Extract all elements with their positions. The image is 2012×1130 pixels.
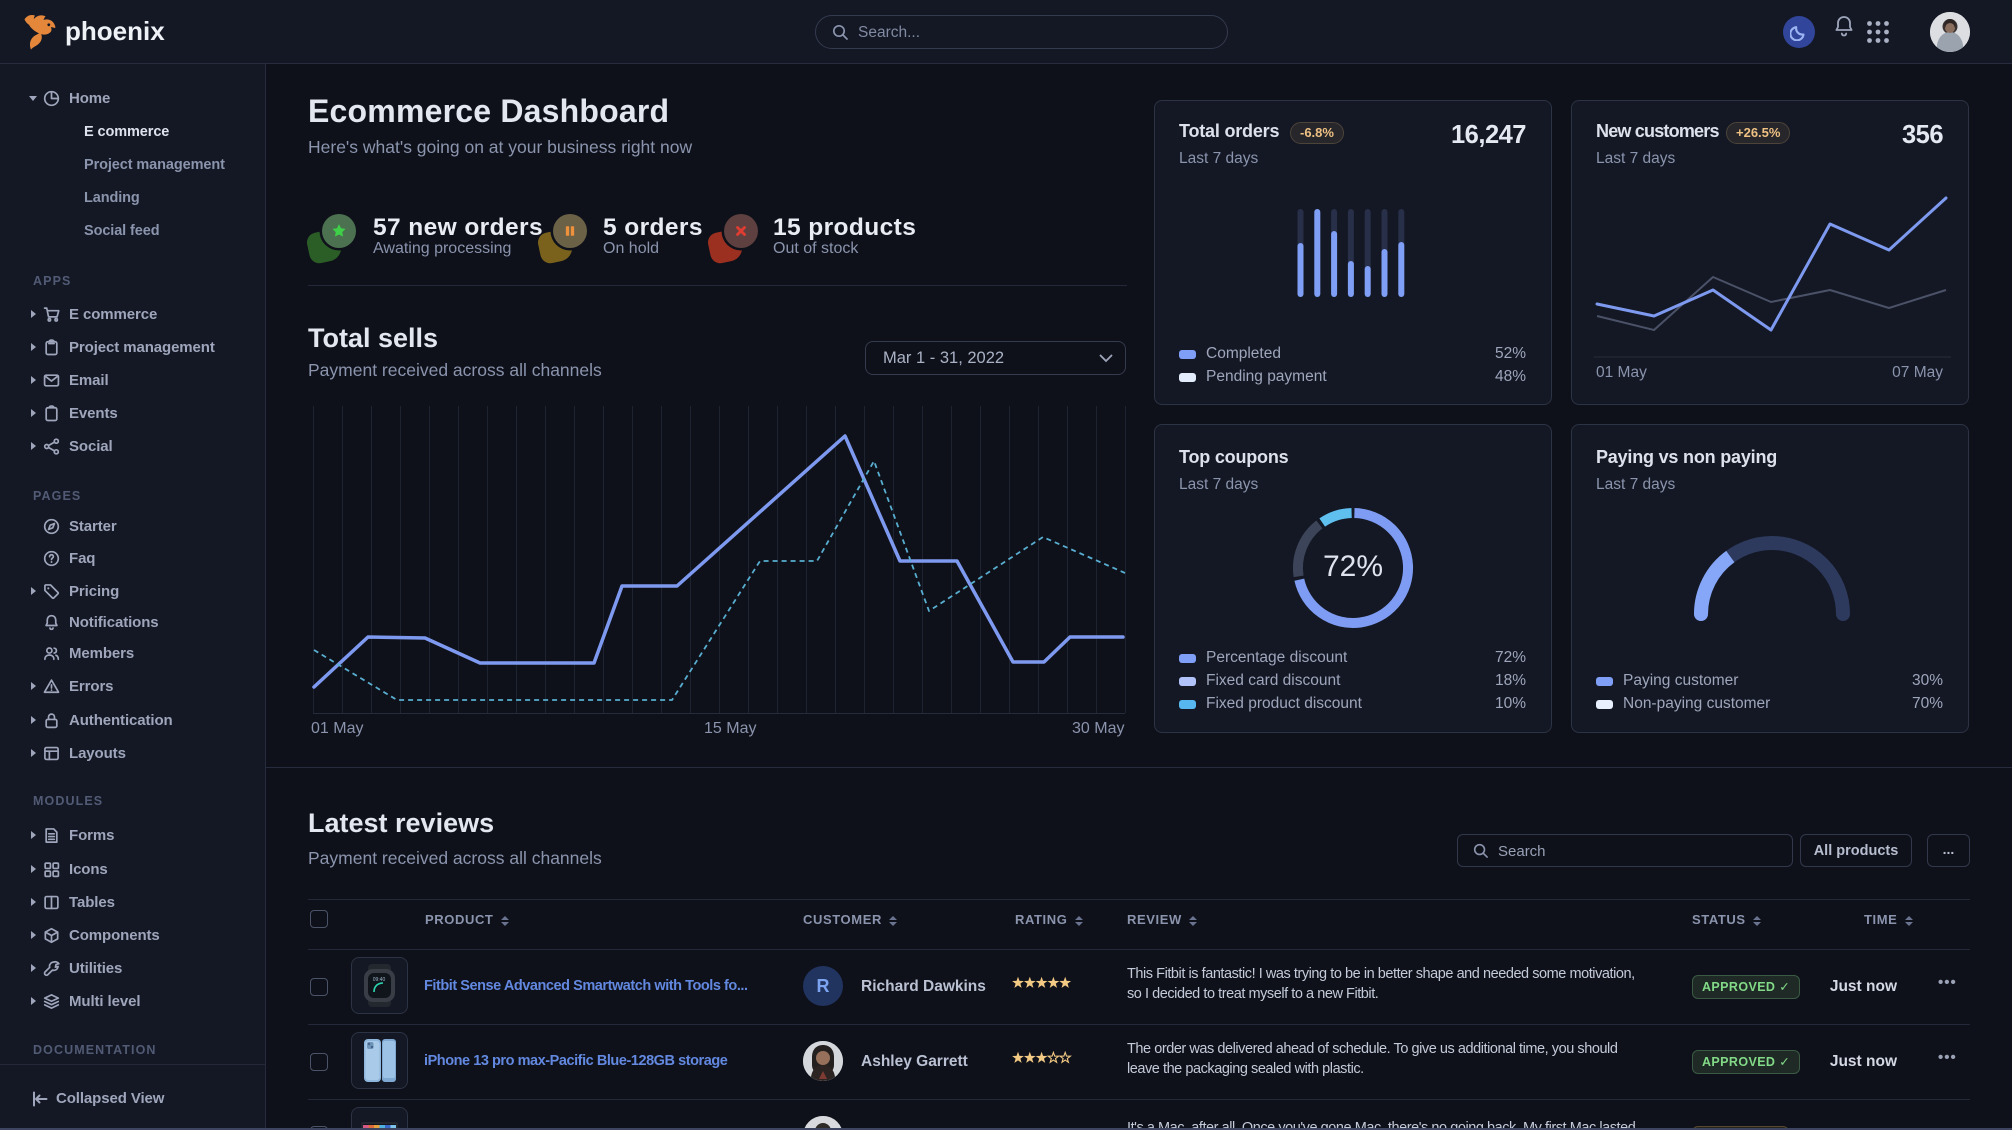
- svg-text:09:40: 09:40: [373, 977, 386, 983]
